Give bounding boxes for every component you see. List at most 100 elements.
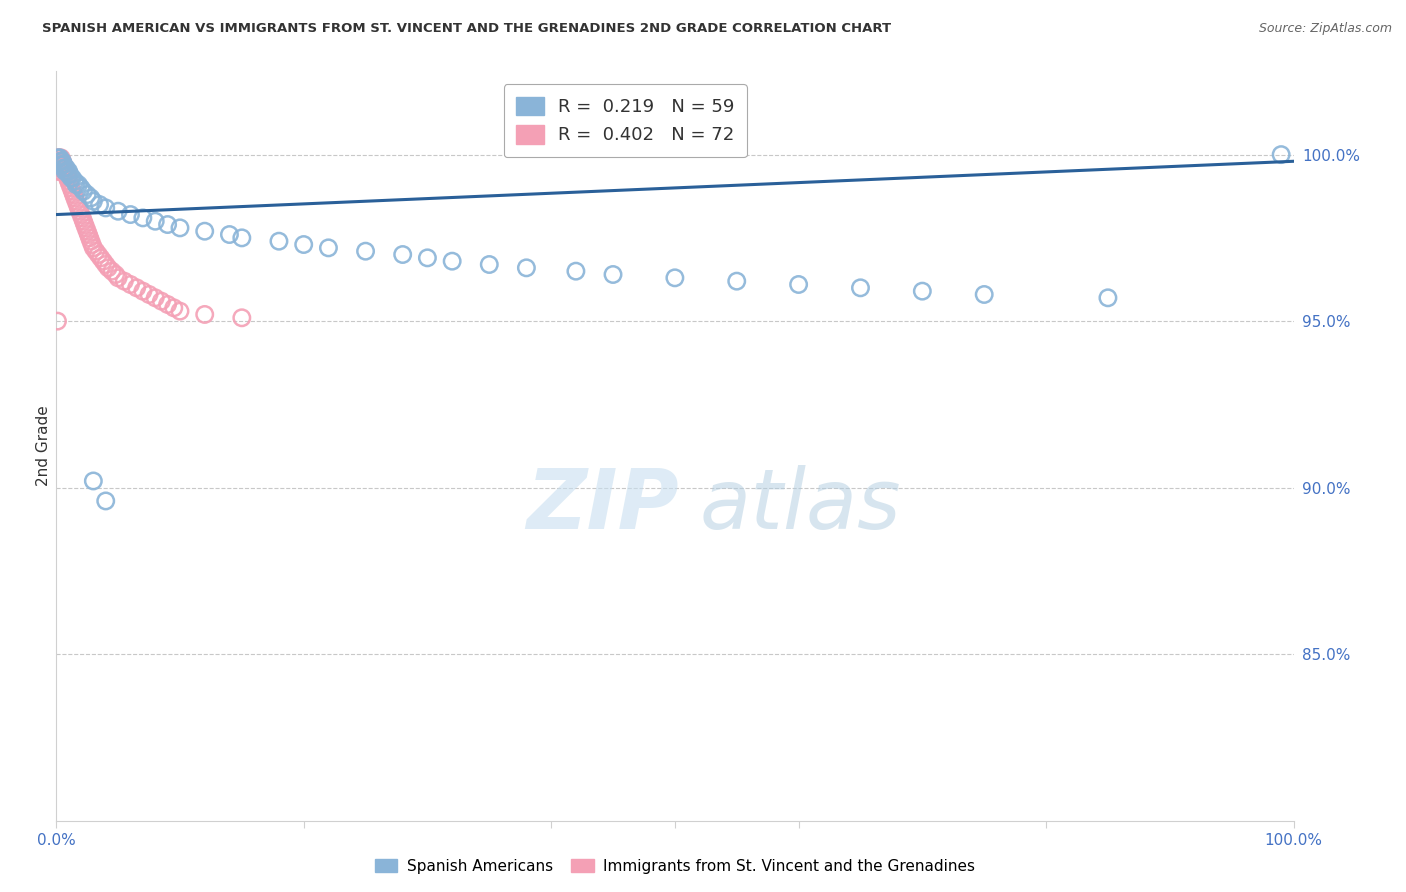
- Point: [79, 231, 101, 245]
- Point: [52, 158, 75, 172]
- Point: [77, 227, 100, 242]
- Point: [101, 264, 124, 278]
- Point: [354, 244, 377, 259]
- Point: [89, 197, 111, 211]
- Point: [46, 314, 69, 328]
- Text: Source: ZipAtlas.com: Source: ZipAtlas.com: [1258, 22, 1392, 36]
- Point: [63, 174, 86, 188]
- Point: [46, 164, 69, 178]
- Point: [66, 197, 89, 211]
- Point: [138, 287, 160, 301]
- Point: [49, 154, 72, 169]
- Y-axis label: 2nd Grade: 2nd Grade: [35, 406, 51, 486]
- Point: [59, 168, 82, 182]
- Point: [194, 224, 217, 238]
- Text: ZIP: ZIP: [526, 466, 679, 547]
- Point: [1097, 291, 1119, 305]
- Point: [391, 247, 413, 261]
- Point: [49, 158, 72, 172]
- Legend: Spanish Americans, Immigrants from St. Vincent and the Grenadines: Spanish Americans, Immigrants from St. V…: [368, 853, 981, 880]
- Point: [125, 281, 148, 295]
- Point: [60, 181, 83, 195]
- Point: [48, 154, 70, 169]
- Point: [58, 164, 80, 178]
- Point: [104, 268, 127, 282]
- Point: [84, 244, 107, 259]
- Point: [60, 170, 83, 185]
- Point: [51, 154, 73, 169]
- Point: [664, 270, 686, 285]
- Point: [56, 168, 79, 182]
- Point: [416, 251, 439, 265]
- Point: [55, 168, 77, 182]
- Point: [82, 194, 104, 209]
- Point: [91, 254, 114, 268]
- Point: [725, 274, 748, 288]
- Point: [46, 154, 69, 169]
- Point: [94, 201, 117, 215]
- Text: SPANISH AMERICAN VS IMMIGRANTS FROM ST. VINCENT AND THE GRENADINES 2ND GRADE COR: SPANISH AMERICAN VS IMMIGRANTS FROM ST. …: [42, 22, 891, 36]
- Point: [787, 277, 810, 292]
- Point: [267, 234, 290, 248]
- Point: [72, 214, 94, 228]
- Point: [65, 178, 87, 192]
- Point: [55, 161, 77, 175]
- Point: [1270, 147, 1292, 161]
- Point: [156, 218, 179, 232]
- Point: [48, 151, 70, 165]
- Point: [53, 161, 76, 175]
- Point: [318, 241, 340, 255]
- Point: [51, 161, 73, 175]
- Point: [76, 187, 98, 202]
- Point: [52, 161, 75, 175]
- Point: [46, 161, 69, 175]
- Point: [120, 208, 142, 222]
- Point: [63, 191, 86, 205]
- Point: [53, 164, 76, 178]
- Point: [82, 237, 104, 252]
- Point: [49, 161, 72, 175]
- Point: [515, 260, 537, 275]
- Point: [46, 158, 69, 172]
- Point: [51, 154, 73, 169]
- Point: [231, 310, 253, 325]
- Point: [97, 260, 120, 275]
- Point: [51, 158, 73, 172]
- Point: [56, 170, 79, 185]
- Point: [51, 158, 73, 172]
- Point: [441, 254, 464, 268]
- Point: [73, 218, 96, 232]
- Point: [120, 277, 142, 292]
- Point: [143, 291, 166, 305]
- Point: [46, 151, 69, 165]
- Point: [65, 194, 87, 209]
- Point: [58, 174, 80, 188]
- Point: [51, 158, 73, 172]
- Point: [60, 170, 83, 185]
- Point: [163, 301, 186, 315]
- Point: [169, 304, 191, 318]
- Point: [87, 247, 110, 261]
- Point: [82, 474, 104, 488]
- Point: [60, 184, 83, 198]
- Point: [94, 494, 117, 508]
- Point: [67, 178, 90, 192]
- Point: [231, 231, 253, 245]
- Point: [51, 154, 73, 169]
- Point: [107, 270, 129, 285]
- Point: [52, 158, 75, 172]
- Point: [80, 234, 103, 248]
- Point: [76, 224, 98, 238]
- Point: [58, 170, 80, 185]
- Legend: R =  0.219   N = 59, R =  0.402   N = 72: R = 0.219 N = 59, R = 0.402 N = 72: [503, 84, 747, 157]
- Point: [70, 208, 93, 222]
- Point: [59, 178, 82, 192]
- Point: [218, 227, 240, 242]
- Point: [53, 161, 76, 175]
- Point: [911, 284, 934, 298]
- Point: [48, 151, 70, 165]
- Point: [849, 281, 872, 295]
- Point: [56, 164, 79, 178]
- Point: [132, 211, 155, 225]
- Point: [51, 154, 73, 169]
